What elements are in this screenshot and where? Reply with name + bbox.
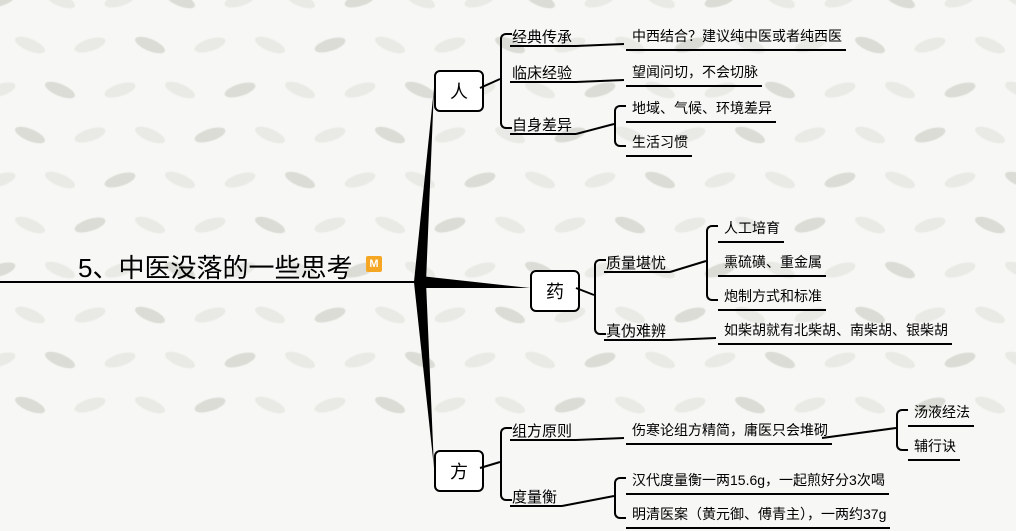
mindmap-stage: 5、中医没落的一些思考M人经典传承中西结合？建议纯中医或者纯西医临床经验望闻问切… — [0, 0, 1016, 531]
